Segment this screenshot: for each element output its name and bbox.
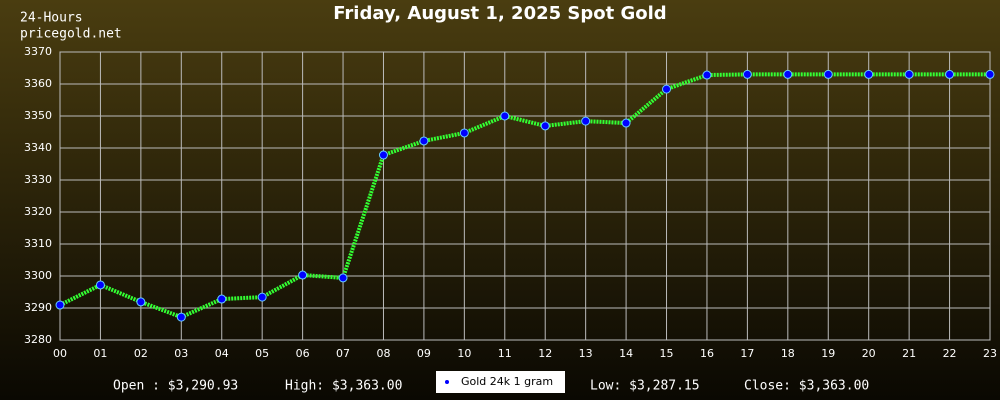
x-tick-label: 22: [943, 347, 957, 360]
x-tick-label: 02: [134, 347, 148, 360]
legend: Gold 24k 1 gram: [436, 371, 565, 393]
point: [864, 69, 874, 79]
point: [378, 150, 388, 160]
x-tick-label: 07: [336, 347, 350, 360]
y-tick-label: 3320: [24, 205, 52, 218]
point: [459, 128, 469, 138]
x-tick-label: 19: [821, 347, 835, 360]
point: [338, 273, 348, 283]
line: [59, 72, 990, 320]
x-tick-label: 17: [740, 347, 754, 360]
legend-label: Gold 24k 1 gram: [461, 375, 553, 388]
x-tick-label: 11: [498, 347, 512, 360]
x-tick-label: 06: [296, 347, 310, 360]
point: [176, 312, 186, 322]
point: [621, 118, 631, 128]
legend-box: [436, 371, 565, 393]
corner-text: pricegold.net: [20, 27, 122, 42]
y-tick-label: 3280: [24, 333, 52, 346]
x-tick-label: 04: [215, 347, 229, 360]
x-tick-label: 15: [660, 347, 674, 360]
x-tick-label: 09: [417, 347, 431, 360]
point: [742, 69, 752, 79]
y-tick-label: 3300: [24, 269, 52, 282]
point: [55, 300, 65, 310]
point: [823, 69, 833, 79]
x-tick-label: 01: [93, 347, 107, 360]
stat: High: $3,363.00: [285, 379, 402, 394]
x-tick-label: 21: [902, 347, 916, 360]
stat: Open : $3,290.93: [113, 379, 238, 394]
x-tick-label: 14: [619, 347, 633, 360]
point: [95, 280, 105, 290]
x-tick-label: 10: [457, 347, 471, 360]
y-tick-label: 3310: [24, 237, 52, 250]
y-tick-label: 3330: [24, 173, 52, 186]
x-tick-label: 18: [781, 347, 795, 360]
corner-text: 24-Hours: [20, 11, 83, 26]
point: [500, 111, 510, 121]
y-tick-label: 3350: [24, 109, 52, 122]
x-tick-label: 00: [53, 347, 67, 360]
point: [904, 69, 914, 79]
x-tick-label: 23: [983, 347, 997, 360]
point: [298, 270, 308, 280]
x-tick-label: 12: [538, 347, 552, 360]
y-tick-label: 3360: [24, 77, 52, 90]
stat: Close: $3,363.00: [744, 379, 869, 394]
y-tick-label: 3290: [24, 301, 52, 314]
x-tick-label: 20: [862, 347, 876, 360]
y-tick-label: 3370: [24, 45, 52, 58]
y-tick-label: 3340: [24, 141, 52, 154]
x-tick-label: 16: [700, 347, 714, 360]
point: [136, 297, 146, 307]
point: [945, 69, 955, 79]
legend-marker: [445, 380, 449, 384]
point: [581, 116, 591, 126]
point: [217, 294, 227, 304]
point: [540, 121, 550, 131]
point: [419, 136, 429, 146]
x-tick-label: 13: [579, 347, 593, 360]
point: [662, 84, 672, 94]
stat: Low: $3,287.15: [590, 379, 700, 394]
point: [985, 69, 995, 79]
x-tick-label: 05: [255, 347, 269, 360]
x-tick-label: 08: [376, 347, 390, 360]
x-tick-label: 03: [174, 347, 188, 360]
point: [257, 292, 267, 302]
point: [783, 69, 793, 79]
chart-title: Friday, August 1, 2025 Spot Gold: [333, 3, 666, 24]
point: [702, 70, 712, 80]
